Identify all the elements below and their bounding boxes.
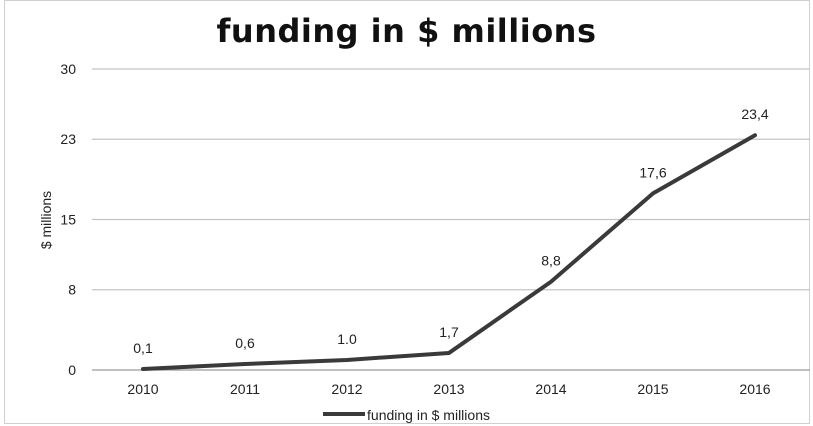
series-line-group <box>141 133 757 371</box>
y-tick-label: 8 <box>68 282 76 298</box>
x-tick-label: 2016 <box>739 381 770 397</box>
x-tick-label: 2010 <box>127 381 158 397</box>
data-label: 23,4 <box>741 106 768 122</box>
y-tick-label: 30 <box>60 61 76 77</box>
y-tick-labels: 0 8 15 23 30 <box>60 61 76 378</box>
chart-frame <box>4 0 810 424</box>
legend-label: funding in $ millions <box>367 407 490 423</box>
data-label: 8,8 <box>541 253 561 269</box>
x-tick-label: 2011 <box>230 381 260 397</box>
data-label: 1,7 <box>439 324 459 340</box>
data-labels: 0,1 0,6 1.0 1,7 8,8 17,6 23,4 <box>133 106 769 356</box>
y-tick-label: 15 <box>60 212 76 228</box>
legend-swatch <box>323 412 366 417</box>
y-tick-label: 23 <box>60 131 76 147</box>
data-label: 17,6 <box>639 164 666 180</box>
y-tick-label: 0 <box>68 362 76 378</box>
data-label: 1.0 <box>337 331 357 347</box>
chart-title: funding in $ millions <box>216 12 597 50</box>
gridlines <box>92 68 810 371</box>
data-label: 0,1 <box>133 340 153 356</box>
x-tick-label: 2012 <box>331 381 362 397</box>
data-label: 0,6 <box>235 335 255 351</box>
x-tick-label: 2014 <box>535 381 566 397</box>
x-tick-label: 2013 <box>433 381 464 397</box>
x-tick-labels: 2010 2011 2012 2013 2014 2015 2016 <box>127 381 770 397</box>
legend: funding in $ millions <box>0 407 813 423</box>
x-tick-label: 2015 <box>637 381 668 397</box>
